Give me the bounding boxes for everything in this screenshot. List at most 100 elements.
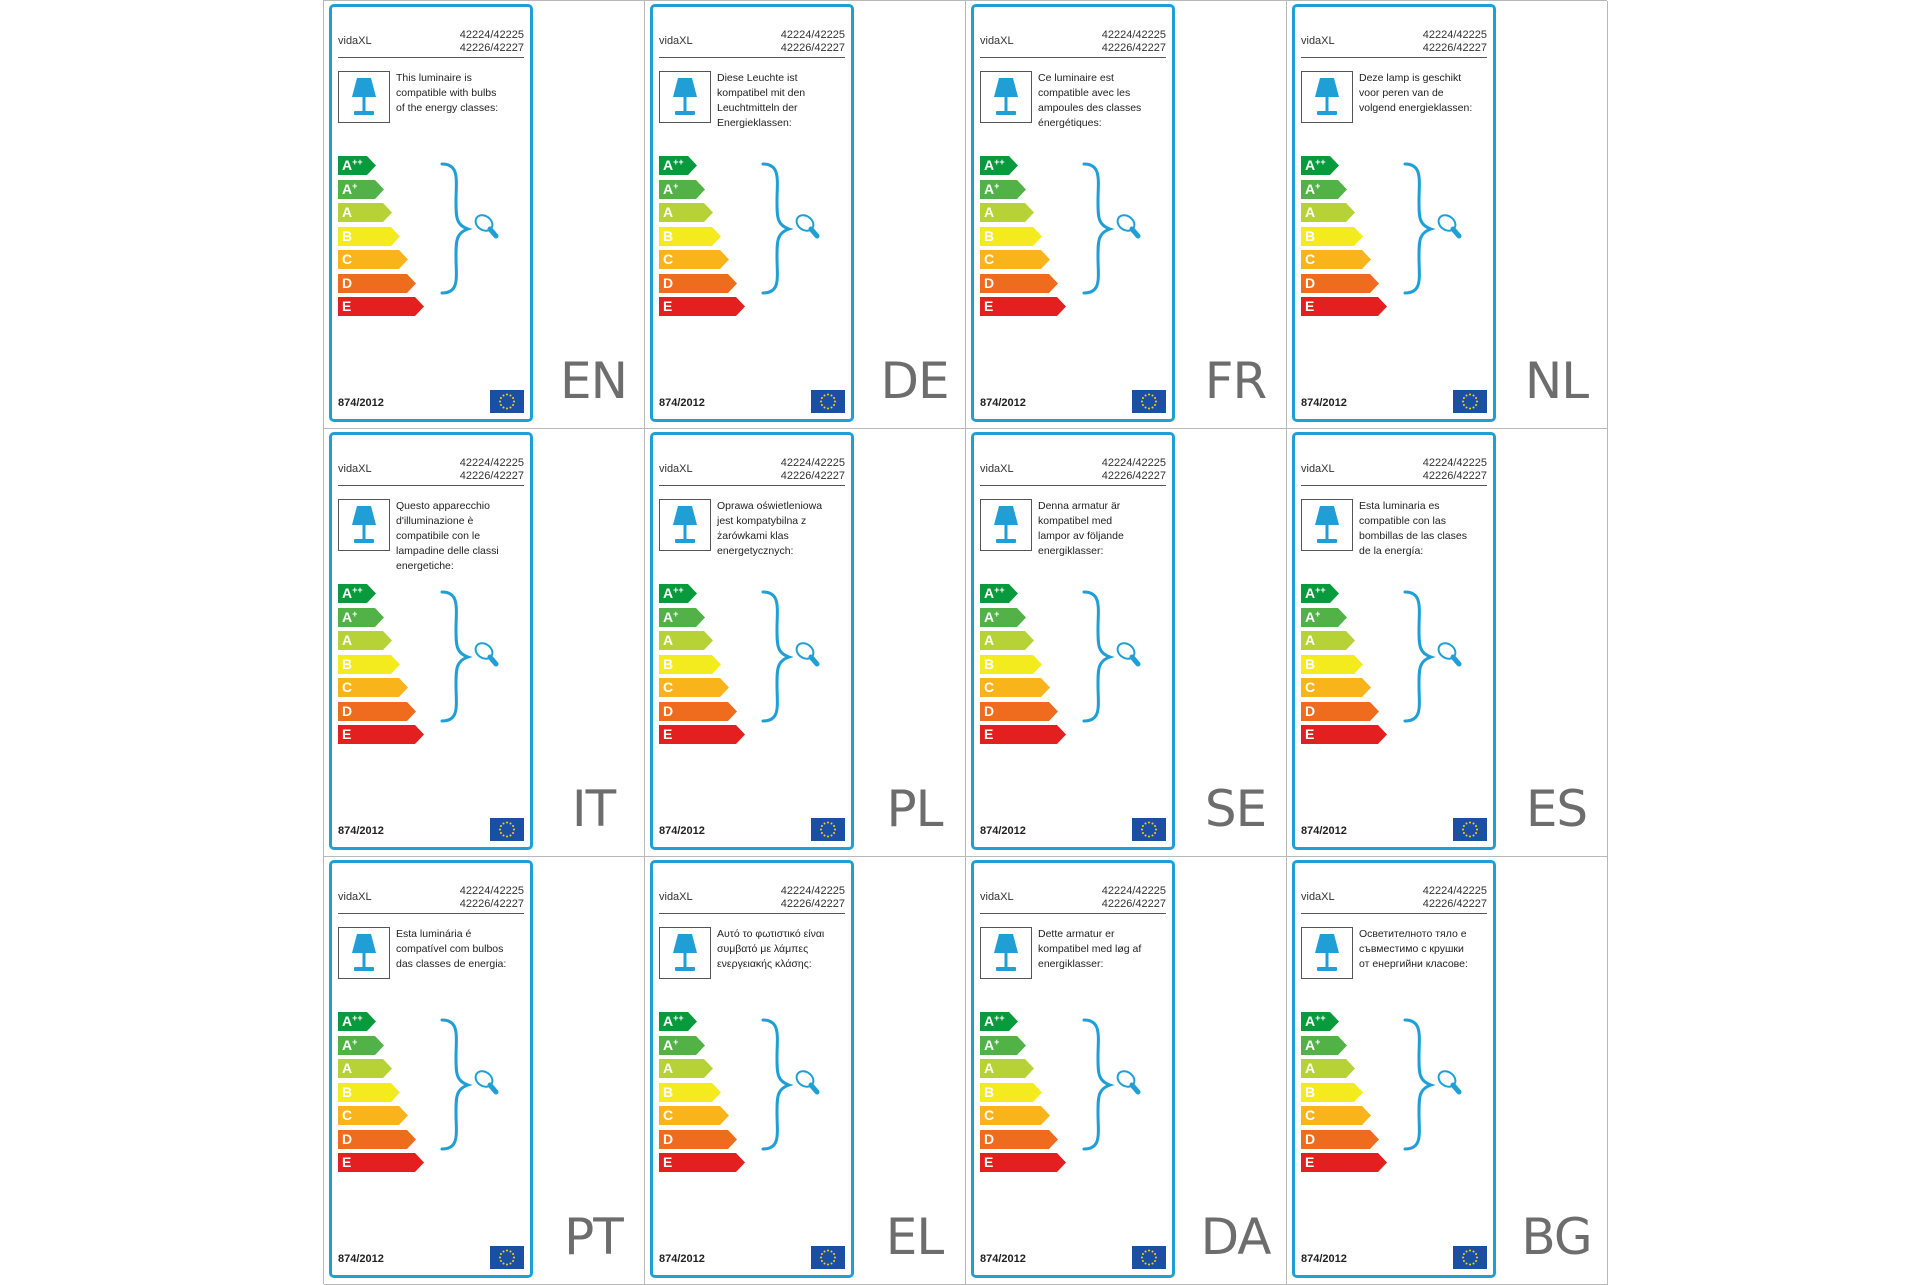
compatibility-text-line: bombillas de las clases — [1359, 530, 1467, 542]
language-code: DA — [1200, 1208, 1272, 1266]
energy-class-letter: D — [663, 1130, 673, 1149]
energy-class-letter: C — [342, 250, 352, 269]
product-codes-line-2: 42226/42227 — [780, 898, 845, 910]
energy-class-letter-sup: ++ — [352, 1013, 363, 1023]
compatibility-text-line: Осветителното тяло е — [1359, 928, 1467, 940]
energy-class-letter-main: A — [1305, 632, 1316, 648]
energy-class-letter: A — [984, 631, 994, 650]
product-codes: 42224/42225 42226/42227 — [781, 457, 845, 483]
compatibility-text-line: Deze lamp is geschikt — [1359, 72, 1462, 84]
energy-class-letter-main: B — [984, 227, 995, 244]
energy-class-letter: C — [342, 678, 352, 697]
energy-class-letter-sup: ++ — [352, 585, 363, 595]
compatibility-text-line: Denna armatur är — [1038, 500, 1121, 512]
energy-class-letter-main: D — [984, 1130, 995, 1147]
energy-class-letter: B — [984, 1083, 994, 1102]
compatibility-text-line: de la energía: — [1359, 545, 1424, 557]
energy-class-letter: B — [663, 1083, 673, 1102]
compatibility-text-line: compatível com bulbos — [396, 943, 504, 955]
eu-flag-icon — [1453, 390, 1487, 413]
energy-class-letter: A+ — [1305, 180, 1320, 199]
curly-brace — [759, 161, 839, 306]
product-codes: 42224/42225 42226/42227 — [1102, 29, 1166, 55]
energy-class-letter-sup: ++ — [1315, 1013, 1326, 1023]
energy-class-letter: E — [663, 297, 672, 316]
eu-flag-icon — [1132, 818, 1166, 841]
energy-class-letter-main: A — [663, 632, 674, 648]
product-codes-line-1: 42224/42225 — [459, 457, 524, 469]
energy-class-letter-main: E — [342, 726, 352, 742]
brand-name: vidaXL — [1301, 35, 1335, 47]
energy-class-letter-main: C — [342, 1107, 353, 1123]
language-code: PL — [886, 780, 943, 838]
energy-class-letter-sup: ++ — [673, 585, 684, 595]
table-lamp-icon — [338, 499, 390, 551]
energy-class-letter: A++ — [342, 1012, 363, 1031]
compatibility-text-line: das classes de energia: — [396, 958, 507, 970]
compatibility-text-line: Dette armatur er — [1038, 928, 1115, 940]
product-codes-line-2: 42226/42227 — [459, 42, 524, 54]
light-bulb-icon — [795, 1070, 820, 1095]
product-codes-line-1: 42224/42225 — [1422, 457, 1487, 469]
brand-name: vidaXL — [1301, 463, 1335, 475]
energy-class-letter-main: A — [663, 204, 674, 220]
energy-class-letter-main: A — [663, 1036, 674, 1053]
compatibility-text: Осветителното тяло е съвместимо с крушки о… — [1359, 927, 1489, 972]
compatibility-text-line: ampoules des classes — [1038, 102, 1142, 114]
header-divider — [980, 57, 1166, 58]
product-codes-line-1: 42224/42225 — [780, 457, 845, 469]
product-codes: 42224/42225 42226/42227 — [460, 885, 524, 911]
energy-class-letter-main: A — [984, 1013, 995, 1029]
energy-class-letter-main: D — [342, 702, 353, 719]
light-bulb-icon — [1437, 642, 1462, 667]
energy-class-letter: D — [1305, 1130, 1315, 1149]
energy-class-letter: A — [342, 203, 352, 222]
product-codes-line-1: 42224/42225 — [1422, 885, 1487, 897]
compatibility-text: Dette armatur er kompatibel med løg af ene… — [1038, 927, 1168, 972]
label-cell-el: vidaXL 42224/42225 42226/42227 Αυτό το φωτι… — [645, 857, 966, 1285]
language-code: PT — [564, 1208, 624, 1266]
energy-class-letter: A+ — [1305, 608, 1320, 627]
product-codes-line-2: 42226/42227 — [1422, 470, 1487, 482]
energy-class-letter-main: A — [984, 1036, 995, 1053]
light-bulb-icon — [795, 642, 820, 667]
energy-class-letter: C — [1305, 250, 1315, 269]
curly-brace — [1401, 1017, 1481, 1162]
energy-class-letter-sup: ++ — [673, 157, 684, 167]
energy-label-card: vidaXL 42224/42225 42226/42227 Diese Leucht… — [650, 4, 854, 422]
energy-class-letter-main: A — [663, 608, 674, 625]
table-lamp-icon — [980, 499, 1032, 551]
compatibility-text: Questo apparecchio d'illuminazione è compa… — [396, 499, 526, 574]
language-code: ES — [1525, 780, 1588, 838]
energy-class-letter: A — [984, 203, 994, 222]
compatibility-text: Denna armatur är kompatibel med lampor av … — [1038, 499, 1168, 559]
energy-class-letter-main: D — [663, 274, 674, 291]
regulation-number: 874/2012 — [659, 825, 705, 837]
energy-class-letter: A++ — [342, 584, 363, 603]
product-codes: 42224/42225 42226/42227 — [1423, 885, 1487, 911]
curly-brace — [1401, 589, 1481, 734]
energy-class-letter: E — [984, 297, 993, 316]
brand-name: vidaXL — [338, 463, 372, 475]
energy-class-letter: C — [1305, 678, 1315, 697]
curly-brace — [759, 589, 839, 734]
energy-class-letter: A — [342, 1059, 352, 1078]
energy-class-letter-main: C — [984, 251, 995, 267]
label-cell-de: vidaXL 42224/42225 42226/42227 Diese Leucht… — [645, 1, 966, 429]
light-bulb-icon — [1116, 1070, 1141, 1095]
energy-class-letter: A — [663, 1059, 673, 1078]
product-codes-line-1: 42224/42225 — [1422, 29, 1487, 41]
compatibility-text-line: lampadine delle classi — [396, 545, 499, 557]
table-lamp-icon — [1301, 927, 1353, 979]
curly-brace — [1080, 161, 1160, 306]
energy-class-letter-main: A — [342, 204, 353, 220]
language-code: DE — [880, 352, 949, 410]
energy-class-letter: C — [342, 1106, 352, 1125]
light-bulb-icon — [1116, 214, 1141, 239]
energy-class-letter-main: A — [342, 157, 353, 173]
table-lamp-icon — [659, 499, 711, 551]
compatibility-text-line: of the energy classes: — [396, 102, 499, 114]
language-code: NL — [1524, 352, 1589, 410]
energy-class-letter-main: A — [342, 180, 353, 197]
product-codes-line-1: 42224/42225 — [459, 29, 524, 41]
